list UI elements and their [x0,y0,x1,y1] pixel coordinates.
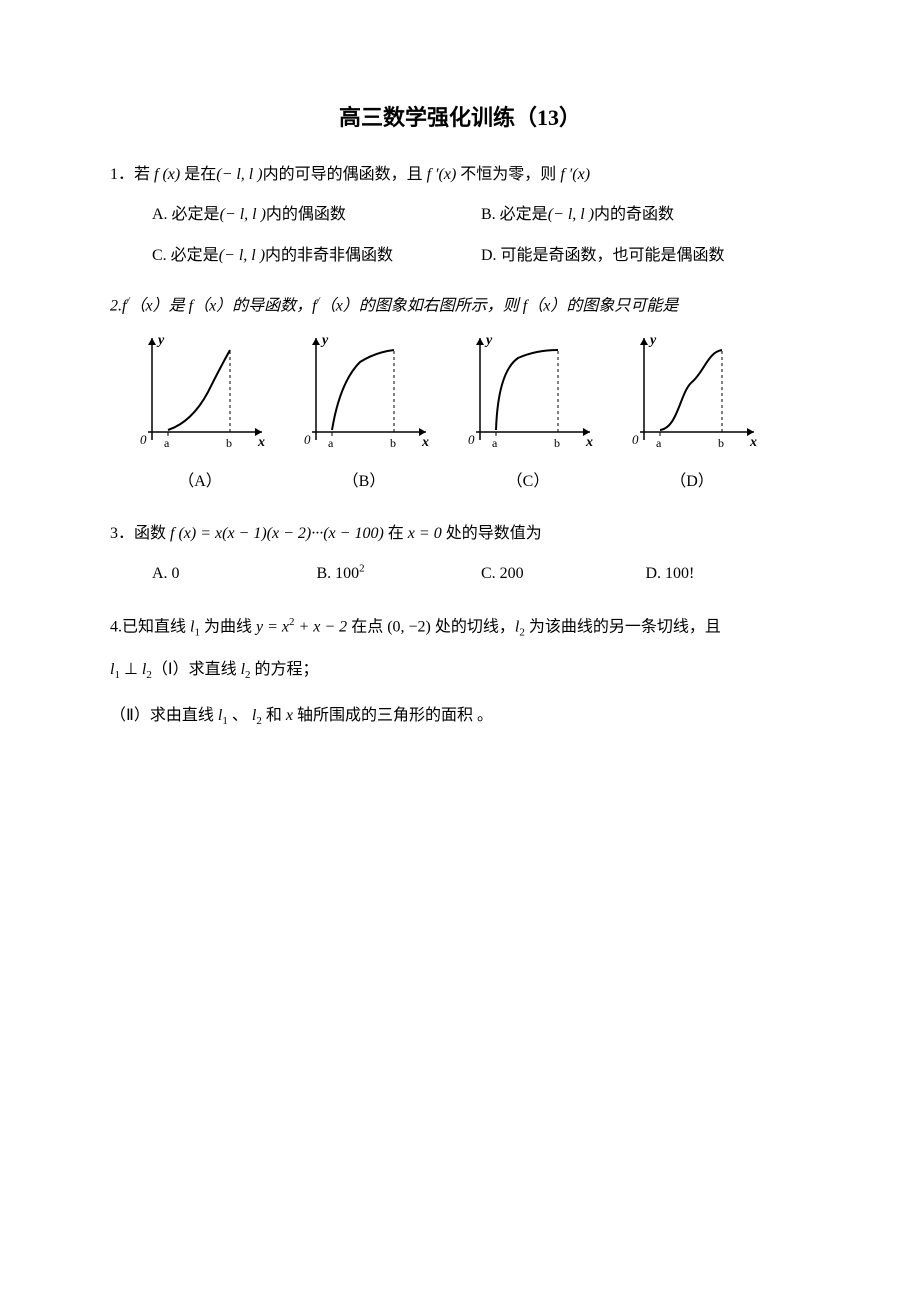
q3-stem-c: 处的导数值为 [442,525,542,542]
question-3: 3．函数 f (x) = x(x − 1)(x − 2)···(x − 100)… [110,518,810,591]
axis-a: a [656,436,662,450]
q3-B-val: 100 [335,565,359,582]
axis-o: 0 [468,432,475,447]
axis-o: 0 [304,432,311,447]
q2-stem-b: （x）是 f（x）的导函数，f [130,297,317,314]
axis-x: x [257,435,265,450]
question-1: 1．若 f (x) 是在(− l, l )内的可导的偶函数，且 f ′(x) 不… [110,159,810,273]
q1-fx: f (x) [154,166,180,183]
axis-b: b [554,436,560,450]
q3-opt-a: A. 0 [152,556,317,591]
axis-x: x [421,435,429,450]
q3-opt-b: B. 1002 [317,556,482,591]
axis-b: b [390,436,396,450]
q1-B-pre: B. 必定是 [481,206,548,223]
q3-fx: f (x) = x(x − 1)(x − 2)···(x − 100) [170,525,384,542]
axis-a: a [164,436,170,450]
q2-graph-d: 0 y x a b [622,332,762,452]
q4-part2-b: 和 [262,707,286,724]
q1-opts-row1: A. 必定是(− l, l )内的偶函数 B. 必定是(− l, l )内的奇函… [152,197,810,232]
q2-label-a: （A） [130,466,270,498]
q4-curve: y = x [256,618,289,635]
q4-part2-a: （Ⅱ）求由直线 [110,707,218,724]
q1-C-post: 内的非奇非偶函数 [265,247,393,264]
q4-part2-x: x [286,707,293,724]
q1-opt-c: C. 必定是(− l, l )内的非奇非偶函数 [152,238,481,273]
q4-line1: 4.已知直线 l1 为曲线 y = x2 + x − 2 在点 (0, −2) … [110,611,810,644]
page-title: 高三数学强化训练（13） [110,100,810,135]
q1-stem-b: 是在 [180,166,216,183]
q4-line3: （Ⅱ）求由直线 l1 、 l2 和 x 轴所围成的三角形的面积 。 [110,700,810,732]
q1-C-int: (− l, l ) [219,247,265,264]
q3-opts: A. 0 B. 1002 C. 200 D. 100! [152,556,810,591]
q2-label-b: （B） [294,466,434,498]
q2-stem-a: 2. [110,297,122,314]
axis-y: y [648,333,657,348]
q1-opts-row2: C. 必定是(− l, l )内的非奇非偶函数 D. 可能是奇函数，也可能是偶函… [152,238,810,273]
q1-stem-d: 不恒为零，则 [456,166,560,183]
q4-part1-a: （Ⅰ）求直线 [152,661,241,678]
q4-curve-b: + x − 2 [294,618,347,635]
axis-x: x [585,435,593,450]
axis-y: y [156,333,165,348]
axis-a: a [492,436,498,450]
q3-at: x = 0 [408,525,442,542]
q3-stem-b: 在 [384,525,408,542]
q3-stem-a: 3．函数 [110,525,170,542]
q1-A-int: (− l, l ) [220,206,266,223]
q1-A-post: 内的偶函数 [266,206,346,223]
q4-stem-b: 为曲线 [200,618,256,635]
q1-opt-b: B. 必定是(− l, l )内的奇函数 [481,197,810,232]
q1-opt-a: A. 必定是(− l, l )内的偶函数 [152,197,481,232]
q2-graph-a: 0 y x a b [130,332,270,452]
q1-fpx2: f ′(x) [560,166,590,183]
q4-stem-e: 为该曲线的另一条切线，且 [525,618,721,635]
q3-opt-d: D. 100! [646,556,811,591]
axis-y: y [484,333,493,348]
q1-B-post: 内的奇函数 [594,206,674,223]
axis-b: b [718,436,724,450]
q1-stem-a: 1．若 [110,166,154,183]
q1-B-int: (− l, l ) [548,206,594,223]
q3-B-pre: B. [317,565,336,582]
axis-x: x [749,435,757,450]
q1-C-pre: C. 必定是 [152,247,219,264]
axis-o: 0 [632,432,639,447]
q4-stem-c: 在点 [347,618,387,635]
axis-o: 0 [140,432,147,447]
axis-a: a [328,436,334,450]
axis-b: b [226,436,232,450]
q4-part2-c: 轴所围成的三角形的面积 。 [293,707,493,724]
q2-graph-c: 0 y x a b [458,332,598,452]
q4-line2: l1 ⊥ l2（Ⅰ）求直线 l2 的方程； [110,654,810,686]
q1-interval: (− l, l ) [216,166,262,183]
question-2: 2.f/（x）是 f（x）的导函数，f/（x）的图象如右图所示，则 f（x）的图… [110,290,810,498]
question-4: 4.已知直线 l1 为曲线 y = x2 + x − 2 在点 (0, −2) … [110,611,810,732]
q3-opt-c: C. 200 [481,556,646,591]
q2-stem-c: （x）的图象如右图所示，则 f（x）的图象只可能是 [320,297,679,314]
q3-B-exp: 2 [359,563,365,575]
q2-graphs: 0 y x a b 0 y x a [130,332,810,452]
q4-perp: ⊥ [120,661,142,678]
q4-stem-a: 4.已知直线 [110,618,190,635]
q2-graph-b: 0 y x a b [294,332,434,452]
q2-label-c: （C） [458,466,598,498]
q4-part2-m: 、 [228,707,252,724]
q4-pt: (0, −2) [387,618,431,635]
q2-graph-labels: （A） （B） （C） （D） [130,466,810,498]
q1-fpx: f ′(x) [427,166,457,183]
q1-stem-c: 内的可导的偶函数，且 [263,166,427,183]
q4-stem-d: 处的切线， [431,618,515,635]
q1-A-pre: A. 必定是 [152,206,220,223]
q1-opt-d: D. 可能是奇函数，也可能是偶函数 [481,238,810,273]
q2-label-d: （D） [622,466,762,498]
q4-part1-b: 的方程； [251,661,319,678]
axis-y: y [320,333,329,348]
